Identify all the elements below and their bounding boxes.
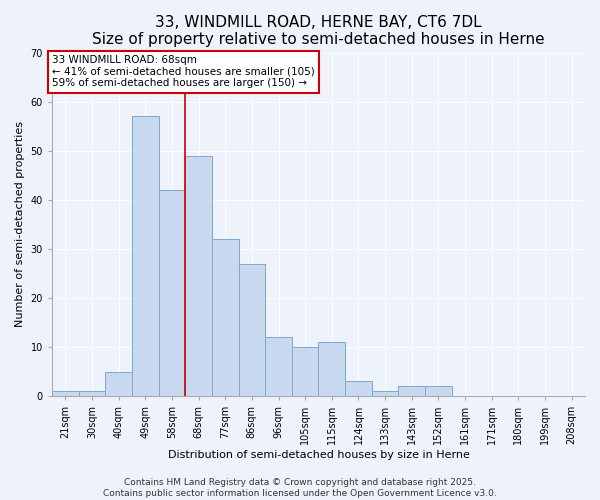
Bar <box>212 239 239 396</box>
Y-axis label: Number of semi-detached properties: Number of semi-detached properties <box>15 122 25 328</box>
Bar <box>158 190 185 396</box>
Bar <box>372 391 398 396</box>
Bar <box>52 391 79 396</box>
X-axis label: Distribution of semi-detached houses by size in Herne: Distribution of semi-detached houses by … <box>167 450 469 460</box>
Bar <box>239 264 265 396</box>
Bar <box>425 386 452 396</box>
Bar <box>265 337 292 396</box>
Bar <box>185 156 212 396</box>
Text: 33 WINDMILL ROAD: 68sqm
← 41% of semi-detached houses are smaller (105)
59% of s: 33 WINDMILL ROAD: 68sqm ← 41% of semi-de… <box>52 55 315 88</box>
Text: Contains HM Land Registry data © Crown copyright and database right 2025.
Contai: Contains HM Land Registry data © Crown c… <box>103 478 497 498</box>
Bar <box>319 342 345 396</box>
Bar <box>132 116 158 396</box>
Bar <box>398 386 425 396</box>
Bar <box>105 372 132 396</box>
Bar <box>345 382 372 396</box>
Title: 33, WINDMILL ROAD, HERNE BAY, CT6 7DL
Size of property relative to semi-detached: 33, WINDMILL ROAD, HERNE BAY, CT6 7DL Si… <box>92 15 545 48</box>
Bar <box>292 347 319 396</box>
Bar <box>79 391 105 396</box>
